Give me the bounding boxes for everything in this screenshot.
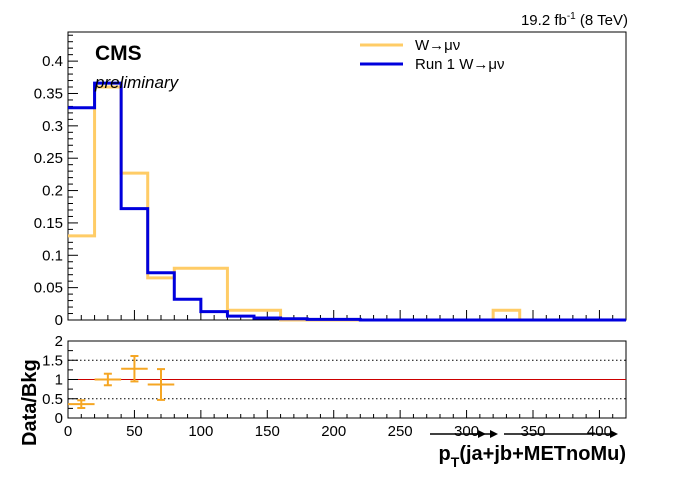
upper-y-tick-label: 0.05 — [34, 280, 63, 297]
ratio-point — [121, 355, 148, 383]
ratio-guide-lines — [68, 359, 626, 400]
ratio-y-tick-label: 0.5 — [42, 391, 63, 408]
x-tick-label: 150 — [255, 423, 280, 440]
series-layer — [68, 81, 626, 322]
x-tick-label: 0 — [64, 423, 72, 440]
upper-y-tick-label: 0.35 — [34, 85, 63, 102]
upper-y-tick-label: 0.15 — [34, 215, 63, 232]
series-1-histogram — [68, 81, 626, 322]
ratio-points — [68, 355, 175, 409]
legend-label-run1-w-mu-nu: Run 1 W→μν — [415, 56, 505, 73]
ratio-y-tick-label: 0 — [55, 410, 63, 427]
cms-preliminary-label: preliminary — [94, 73, 180, 92]
x-tick-label: 350 — [520, 423, 545, 440]
x-axis: 0 50 100 150 200 250 300 350 400 — [64, 410, 627, 440]
upper-y-tick-label: 0.4 — [42, 53, 63, 70]
upper-y-tick-label: 0 — [55, 312, 63, 329]
ratio-point — [94, 372, 122, 387]
ratio-point — [147, 368, 175, 401]
luminosity-label: 19.2 fb-1 (8 TeV) — [521, 11, 628, 29]
x-tick-label: 400 — [587, 423, 612, 440]
upper-y-tick-label: 0.25 — [34, 150, 63, 167]
x-tick-label: 50 — [126, 423, 143, 440]
x-tick-label: 200 — [321, 423, 346, 440]
x-axis-title-arrows — [430, 430, 618, 438]
legend: W→μν Run 1 W→μν — [360, 37, 505, 73]
upper-y-tick-label: 0.2 — [42, 183, 63, 200]
ratio-y-axis-title: Data/Bkg — [19, 359, 41, 446]
x-tick-label: 300 — [454, 423, 479, 440]
ratio-y-tick-label: 1.5 — [42, 352, 63, 369]
x-axis-title: pT(ja+jb+METnoMu) — [439, 443, 626, 470]
x-tick-label: 250 — [388, 423, 413, 440]
ratio-y-tick-label: 1 — [55, 372, 63, 389]
upper-y-tick-label: 0.1 — [42, 247, 63, 264]
upper-y-axis: 0 0.05 0.1 0.15 0.2 0.25 0.3 0.35 0.4 — [34, 34, 78, 329]
x-tick-label: 100 — [188, 423, 213, 440]
cms-label: CMS — [95, 42, 142, 65]
ratio-y-axis: 0 0.5 1 1.5 2 — [42, 333, 78, 427]
ratio-y-tick-label: 2 — [55, 333, 63, 350]
series-0-histogram — [68, 85, 626, 322]
ratio-point — [68, 399, 95, 409]
upper-y-tick-label: 0.3 — [42, 118, 63, 135]
legend-label-w-mu-nu: W→μν — [415, 37, 460, 54]
